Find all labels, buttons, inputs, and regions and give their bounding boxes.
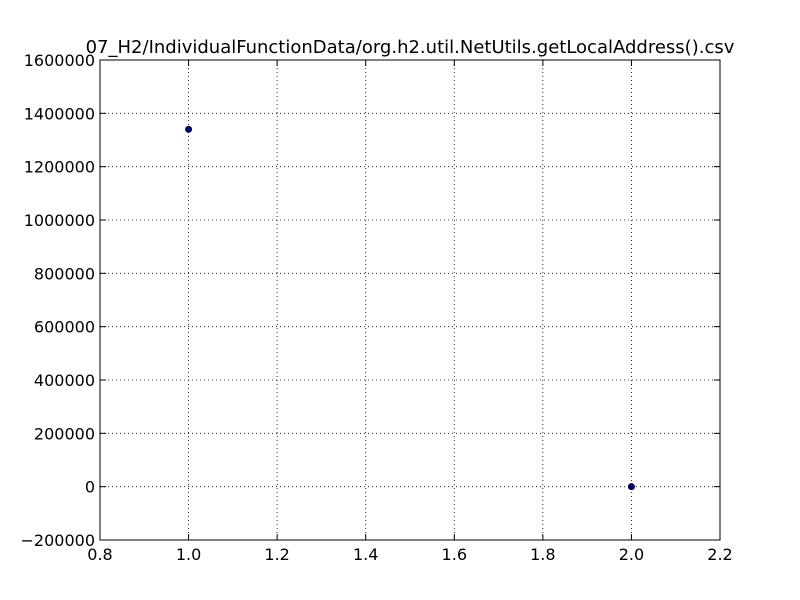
chart-title: 07_H2/IndividualFunctionData/org.h2.util… (86, 37, 735, 58)
x-tick-label: 1.8 (530, 545, 555, 564)
plot-area-frame (99, 59, 721, 541)
y-tick-label: 1600000 (24, 51, 95, 70)
x-tick-label: 2.0 (619, 545, 644, 564)
data-points (185, 125, 635, 491)
y-tick-label: 0 (85, 478, 95, 497)
grid-lines (100, 60, 720, 540)
x-tick-label: 2.2 (707, 545, 732, 564)
y-tick-label: −200000 (21, 531, 95, 550)
y-tick-label: 800000 (34, 264, 95, 283)
x-tick-label: 1.4 (353, 545, 378, 564)
data-point (185, 125, 193, 133)
y-tick-label: 1400000 (24, 104, 95, 123)
y-tick-label: 400000 (34, 371, 95, 390)
x-tick-label: 1.2 (264, 545, 289, 564)
data-point (627, 483, 635, 491)
y-axis-tick-labels: −200000 0 200000 400000 600000 800000 1000000 1… (21, 51, 95, 550)
plot-area-background (100, 60, 720, 540)
y-tick-label: 600000 (34, 318, 95, 337)
x-axis-tick-labels: 0.8 1.0 1.2 1.4 1.6 1.8 2.0 2.2 (87, 545, 732, 564)
y-tick-label: 1200000 (24, 158, 95, 177)
y-tick-label: 1000000 (24, 211, 95, 230)
x-tick-label: 1.0 (176, 545, 201, 564)
tick-marks (99, 59, 721, 541)
x-tick-label: 1.6 (442, 545, 467, 564)
x-tick-label: 0.8 (87, 545, 112, 564)
y-tick-label: 200000 (34, 424, 95, 443)
